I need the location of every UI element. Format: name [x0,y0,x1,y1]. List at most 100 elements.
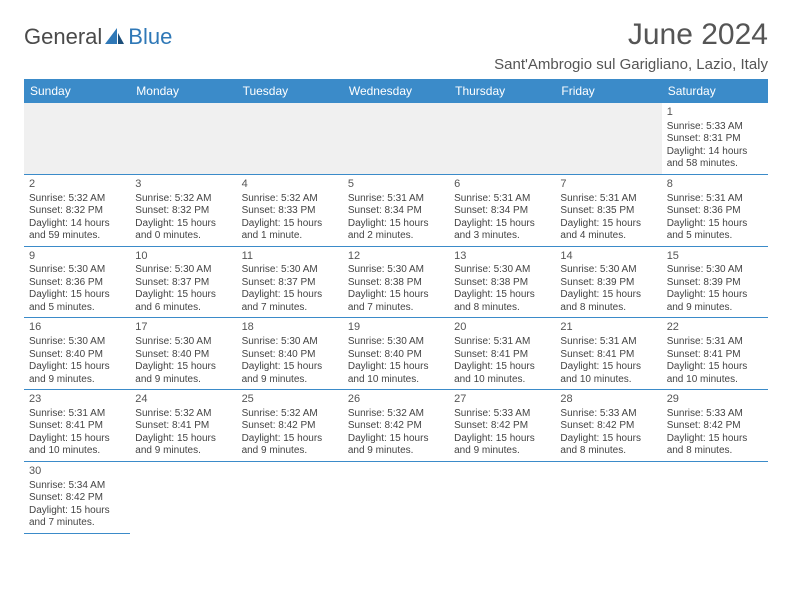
day-info-line: Sunset: 8:36 PM [667,205,763,218]
day-number: 3 [135,178,231,192]
day-info-line: and 9 minutes. [29,374,125,387]
day-info-line: and 9 minutes. [242,445,338,458]
day-info-line: Sunset: 8:41 PM [135,420,231,433]
day-info-line: and 9 minutes. [667,302,763,315]
calendar-header: SundayMondayTuesdayWednesdayThursdayFrid… [24,79,768,103]
day-info-line: Sunrise: 5:31 AM [667,336,763,349]
day-number: 20 [454,321,550,335]
day-info-line: Sunrise: 5:30 AM [348,336,444,349]
day-info-line: Sunrise: 5:33 AM [667,121,763,134]
day-info-line: Sunrise: 5:32 AM [135,408,231,421]
day-info-line: Sunset: 8:39 PM [667,277,763,290]
calendar-day-cell: 17Sunrise: 5:30 AMSunset: 8:40 PMDayligh… [130,318,236,390]
calendar-day-cell: 18Sunrise: 5:30 AMSunset: 8:40 PMDayligh… [237,318,343,390]
day-info-line: Sunrise: 5:31 AM [454,193,550,206]
weekday-header: Wednesday [343,79,449,103]
calendar-day-cell: 5Sunrise: 5:31 AMSunset: 8:34 PMDaylight… [343,174,449,246]
day-info-line: Daylight: 15 hours [242,361,338,374]
day-info-line: Sunrise: 5:30 AM [242,336,338,349]
day-number: 30 [29,465,125,479]
day-number: 23 [29,393,125,407]
calendar-day-cell: 8Sunrise: 5:31 AMSunset: 8:36 PMDaylight… [662,174,768,246]
day-info-line: Daylight: 15 hours [348,433,444,446]
day-info-line: and 9 minutes. [454,445,550,458]
day-info-line: and 10 minutes. [560,374,656,387]
day-info-line: Daylight: 15 hours [560,361,656,374]
day-info-line: and 9 minutes. [135,445,231,458]
day-info-line: Daylight: 15 hours [560,218,656,231]
day-info-line: Sunrise: 5:31 AM [560,336,656,349]
day-info: Sunrise: 5:30 AMSunset: 8:40 PMDaylight:… [242,336,338,386]
day-info: Sunrise: 5:32 AMSunset: 8:42 PMDaylight:… [242,408,338,458]
day-info-line: Sunset: 8:38 PM [454,277,550,290]
day-info-line: and 5 minutes. [667,230,763,243]
day-info-line: Daylight: 15 hours [667,361,763,374]
day-info-line: Sunrise: 5:30 AM [560,264,656,277]
day-info-line: Sunrise: 5:31 AM [29,408,125,421]
calendar-day-cell: 4Sunrise: 5:32 AMSunset: 8:33 PMDaylight… [237,174,343,246]
day-info-line: Daylight: 15 hours [348,289,444,302]
day-info-line: Sunset: 8:36 PM [29,277,125,290]
calendar-empty-cell [237,461,343,533]
calendar-day-cell: 1Sunrise: 5:33 AMSunset: 8:31 PMDaylight… [662,103,768,174]
day-info-line: Sunrise: 5:32 AM [242,408,338,421]
day-number: 24 [135,393,231,407]
day-info-line: Sunset: 8:41 PM [667,349,763,362]
calendar-page: General Blue June 2024 Sant'Ambrogio sul… [0,0,792,534]
day-number: 16 [29,321,125,335]
day-info-line: Sunset: 8:42 PM [348,420,444,433]
day-info-line: Daylight: 15 hours [242,218,338,231]
calendar-day-cell: 16Sunrise: 5:30 AMSunset: 8:40 PMDayligh… [24,318,130,390]
day-info-line: and 8 minutes. [667,445,763,458]
day-info: Sunrise: 5:33 AMSunset: 8:42 PMDaylight:… [667,408,763,458]
day-info-line: Daylight: 15 hours [667,289,763,302]
day-info: Sunrise: 5:32 AMSunset: 8:41 PMDaylight:… [135,408,231,458]
day-info-line: Daylight: 15 hours [667,433,763,446]
day-number: 27 [454,393,550,407]
day-number: 12 [348,250,444,264]
calendar-day-cell: 12Sunrise: 5:30 AMSunset: 8:38 PMDayligh… [343,246,449,318]
day-info-line: Sunset: 8:37 PM [242,277,338,290]
day-info-line: and 5 minutes. [29,302,125,315]
day-info-line: Daylight: 15 hours [348,218,444,231]
day-info-line: Daylight: 15 hours [135,361,231,374]
day-info-line: Daylight: 14 hours [29,218,125,231]
day-number: 8 [667,178,763,192]
day-info-line: Sunset: 8:38 PM [348,277,444,290]
day-info-line: Sunset: 8:42 PM [242,420,338,433]
logo-text-part1: General [24,24,102,50]
day-info-line: Sunrise: 5:30 AM [29,336,125,349]
day-info-line: Daylight: 15 hours [135,289,231,302]
day-number: 2 [29,178,125,192]
day-number: 25 [242,393,338,407]
day-info-line: Sunset: 8:35 PM [560,205,656,218]
day-info: Sunrise: 5:31 AMSunset: 8:34 PMDaylight:… [454,193,550,243]
day-info-line: Daylight: 14 hours [667,146,763,159]
day-info-line: and 7 minutes. [348,302,444,315]
day-info: Sunrise: 5:31 AMSunset: 8:41 PMDaylight:… [560,336,656,386]
day-info: Sunrise: 5:30 AMSunset: 8:38 PMDaylight:… [454,264,550,314]
day-info: Sunrise: 5:30 AMSunset: 8:40 PMDaylight:… [29,336,125,386]
day-number: 1 [667,106,763,120]
logo-text-part2: Blue [128,24,172,50]
day-info-line: and 10 minutes. [348,374,444,387]
calendar-week-row: 23Sunrise: 5:31 AM Sunset: 8:41 PM Dayligh… [24,390,768,462]
day-info-line: and 8 minutes. [454,302,550,315]
day-info-line: Sunset: 8:31 PM [667,133,763,146]
day-info-line: Sunrise: 5:30 AM [454,264,550,277]
day-info-line: and 10 minutes. [454,374,550,387]
day-number: 4 [242,178,338,192]
day-info-line: Sunrise: 5:31 AM [454,336,550,349]
day-info: Sunrise: 5:34 AMSunset: 8:42 PMDaylight:… [29,480,125,530]
day-info: Sunrise: 5:30 AMSunset: 8:36 PMDaylight:… [29,264,125,314]
calendar-day-cell: 29Sunrise: 5:33 AMSunset: 8:42 PMDayligh… [662,390,768,462]
day-info: Sunrise: 5:31 AMSunset: 8:41 PMDaylight:… [667,336,763,386]
day-info-line: Daylight: 15 hours [242,289,338,302]
day-info-line: Daylight: 15 hours [242,433,338,446]
header-row: General Blue June 2024 Sant'Ambrogio sul… [24,18,768,79]
day-info-line: Daylight: 15 hours [29,361,125,374]
weekday-header: Friday [555,79,661,103]
day-info: Sunrise: 5:30 AMSunset: 8:39 PMDaylight:… [560,264,656,314]
weekday-header: Thursday [449,79,555,103]
day-info-line: Sunset: 8:32 PM [135,205,231,218]
